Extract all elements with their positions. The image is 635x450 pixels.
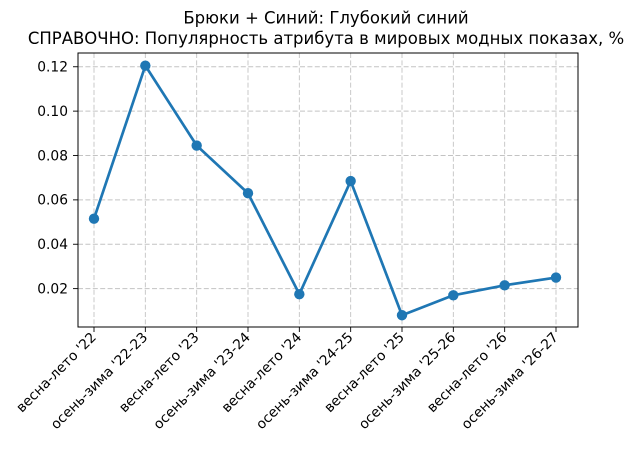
y-tick-label: 0.06 [37,193,68,209]
x-tick-label: осень-зима '26-27 [459,330,562,433]
data-point [88,213,100,224]
y-tick-label: 0.04 [37,237,68,253]
x-tick-label: осень-зима '23-24 [151,330,254,433]
plot-border [77,52,579,328]
data-point [140,60,151,71]
y-tick-label: 0.02 [37,281,68,297]
data-series [88,60,562,321]
chart-title: Брюки + Синий: Глубокий синий [183,9,468,28]
data-point [294,288,305,300]
data-point [499,280,510,291]
data-point [550,272,562,283]
x-tick-label: осень-зима '25-26 [356,330,459,433]
gridlines [78,53,578,327]
data-point [242,188,254,199]
data-point [448,290,459,301]
axes [73,52,579,332]
chart-subtitle: СПРАВОЧНО: Популярность атрибута в миров… [28,29,624,48]
x-tick-label: осень-зима '22-23 [48,330,151,433]
x-tick-label: осень-зима '24-25 [253,330,356,433]
data-point [345,175,356,187]
y-tick-label: 0.08 [37,148,68,164]
data-point [396,310,408,321]
data-point [191,140,202,151]
series-line [92,64,558,317]
y-tick-label: 0.10 [37,104,68,120]
y-tick-label: 0.12 [37,60,68,76]
